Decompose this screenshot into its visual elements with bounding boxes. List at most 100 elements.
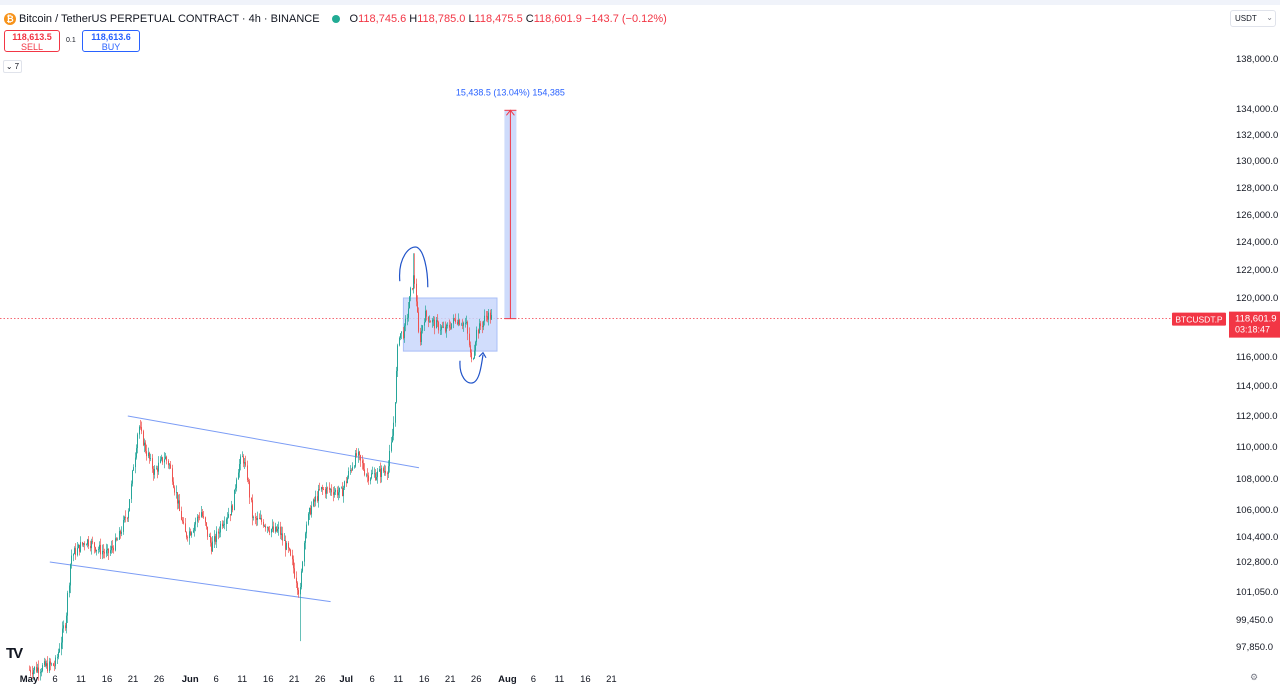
candle	[206, 521, 207, 530]
candle-body	[467, 322, 468, 334]
candle	[40, 668, 41, 681]
candle-body	[228, 514, 229, 518]
candle-body	[269, 530, 270, 533]
candle	[30, 666, 31, 677]
candle	[139, 425, 140, 439]
candle-body	[428, 316, 429, 322]
candle-body	[414, 275, 415, 284]
candle-body	[285, 540, 286, 550]
candle	[245, 455, 246, 468]
candle-body	[387, 473, 388, 475]
candle	[335, 488, 336, 495]
candle	[278, 521, 279, 536]
symbol-title[interactable]: Bitcoin / TetherUS PERPETUAL CONTRACT · …	[19, 13, 320, 25]
candle	[149, 451, 150, 464]
candle	[470, 341, 471, 358]
candle	[166, 455, 167, 465]
candle-body	[248, 480, 249, 482]
candle-body	[111, 546, 112, 551]
hand-drawn-arrowhead	[478, 351, 487, 359]
candle-body	[198, 516, 199, 518]
candle	[252, 494, 253, 526]
candle	[418, 307, 419, 334]
candle	[412, 288, 413, 291]
candle-body	[434, 319, 435, 329]
candle-body	[293, 559, 294, 569]
candle-body	[482, 326, 483, 328]
candle	[380, 462, 381, 484]
candle-body	[80, 542, 81, 552]
candle-body	[298, 590, 299, 595]
y-tick-label: 106,000.0	[1236, 505, 1278, 516]
candle-body	[71, 555, 72, 565]
candle	[292, 549, 293, 566]
candle	[146, 444, 147, 461]
currency-select[interactable]: USDT ⌄	[1230, 10, 1276, 27]
candle	[41, 667, 42, 677]
candle-body	[253, 517, 254, 518]
candle-body	[82, 542, 83, 545]
candle	[454, 317, 455, 322]
x-tick-label: 21	[606, 674, 617, 685]
x-tick-label: 21	[289, 674, 300, 685]
candle-body	[49, 661, 50, 672]
candle	[397, 343, 398, 377]
candle-body	[119, 530, 120, 540]
y-tick-label: 128,000.0	[1236, 183, 1278, 194]
candle	[451, 323, 452, 330]
candle-body	[140, 426, 141, 428]
candle-body	[74, 548, 75, 555]
candle	[137, 432, 138, 454]
candle-body	[230, 514, 231, 516]
candle-body	[224, 523, 225, 525]
candle-body	[249, 481, 250, 498]
candle	[433, 315, 434, 327]
candle-body	[272, 526, 273, 530]
indicators-toggle-button[interactable]: ⌄ 7	[3, 60, 22, 73]
candle-body	[401, 331, 402, 334]
candle-body	[211, 542, 212, 552]
candle	[120, 529, 121, 539]
candle-body	[446, 324, 447, 332]
candle	[471, 349, 472, 363]
candle	[296, 571, 297, 589]
candle-body	[433, 319, 434, 321]
buy-button[interactable]: 118,613.6 BUY	[82, 30, 140, 52]
candle-body	[37, 667, 38, 672]
candle	[91, 538, 92, 555]
candle	[209, 533, 210, 537]
candle	[473, 357, 474, 361]
candle	[189, 527, 190, 545]
chevron-down-icon: ⌄	[5, 62, 13, 71]
candle	[393, 416, 394, 441]
candle	[222, 520, 223, 530]
candle	[248, 477, 249, 485]
settings-icon[interactable]: ⚙	[1250, 672, 1259, 682]
candle	[407, 313, 408, 326]
candle-body	[63, 625, 64, 629]
candle	[236, 477, 237, 492]
candle-body	[110, 550, 111, 554]
candle-body	[191, 532, 192, 536]
candle	[74, 546, 75, 555]
candle-body	[203, 516, 204, 518]
candle-body	[199, 516, 200, 518]
candle	[371, 469, 372, 480]
candle	[235, 484, 236, 494]
candle	[34, 666, 35, 674]
candle	[323, 486, 324, 491]
sell-button[interactable]: 118,613.5 SELL	[4, 30, 60, 52]
candle	[351, 468, 352, 473]
candle	[388, 460, 389, 478]
x-tick-label: 11	[554, 674, 564, 685]
candle-body	[462, 324, 463, 326]
candle	[314, 496, 315, 508]
candle-body	[144, 442, 145, 446]
candle-body	[470, 345, 471, 353]
candle	[54, 660, 55, 671]
candle	[51, 662, 52, 667]
candle-body	[421, 330, 422, 343]
market-status-icon[interactable]	[331, 15, 340, 23]
candle-body	[331, 489, 332, 493]
